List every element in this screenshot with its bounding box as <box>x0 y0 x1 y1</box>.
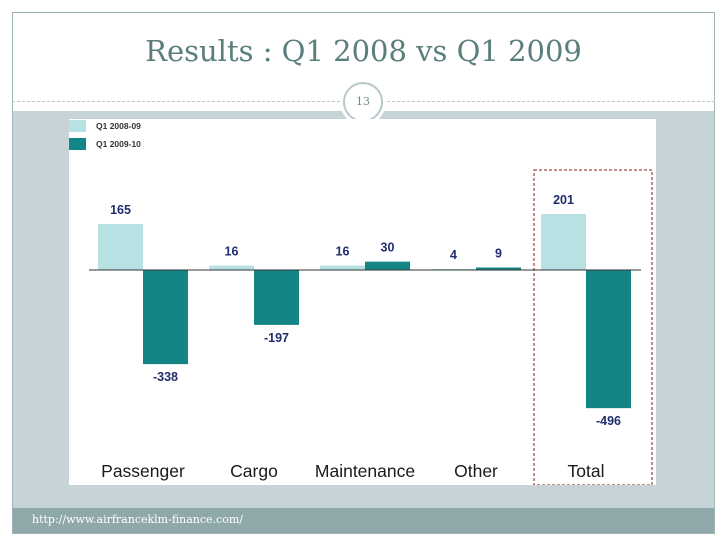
value-label-total-series-1: 201 <box>553 193 574 207</box>
bar-cargo-series-2 <box>254 270 299 325</box>
value-label-other-series-1: 4 <box>450 248 457 262</box>
value-label-passenger-series-1: 165 <box>110 203 131 217</box>
value-label-other-series-2: 9 <box>495 246 502 260</box>
legend-swatch-1 <box>69 120 86 132</box>
bar-other-series-2 <box>476 267 521 270</box>
bar-chart: Q1 2008-09 Q1 2009-10 165 -338 Passenger 16 -1… <box>69 120 653 485</box>
category-label-total: Total <box>568 461 605 481</box>
footer-url[interactable]: http://www.airfranceklm-finance.com/ <box>32 513 243 526</box>
legend-swatch-2 <box>69 138 86 150</box>
category-label-cargo: Cargo <box>230 461 278 481</box>
value-label-passenger-series-2: -338 <box>153 370 178 384</box>
category-label-other: Other <box>454 461 498 481</box>
value-label-cargo-series-1: 16 <box>225 245 239 259</box>
category-label-maintenance: Maintenance <box>315 461 415 481</box>
footer-bar <box>13 508 714 533</box>
bar-cargo-series-1 <box>209 265 254 270</box>
bar-maintenance-series-2 <box>365 261 410 270</box>
bar-passenger-series-2 <box>143 270 188 365</box>
category-label-passenger: Passenger <box>101 461 185 481</box>
bar-other-series-1 <box>431 268 476 270</box>
value-label-maintenance-series-2: 30 <box>381 241 395 255</box>
slide-frame <box>12 12 715 534</box>
total-highlight-box <box>533 169 653 485</box>
page-number-badge: 13 <box>343 82 383 122</box>
bar-total-series-2 <box>586 270 631 409</box>
bar-total-series-1 <box>541 214 586 270</box>
legend-label-2: Q1 2009-10 <box>96 139 141 149</box>
value-label-total-series-2: -496 <box>596 414 621 428</box>
value-label-maintenance-series-1: 16 <box>336 245 350 259</box>
bar-passenger-series-1 <box>98 224 143 270</box>
value-label-cargo-series-2: -197 <box>264 331 289 345</box>
legend-label-1: Q1 2008-09 <box>96 121 141 131</box>
slide-title: Results : Q1 2008 vs Q1 2009 <box>145 34 582 68</box>
chart-panel: Q1 2008-09 Q1 2009-10 165 -338 Passenger 16 -1… <box>69 119 656 485</box>
bar-maintenance-series-1 <box>320 265 365 270</box>
